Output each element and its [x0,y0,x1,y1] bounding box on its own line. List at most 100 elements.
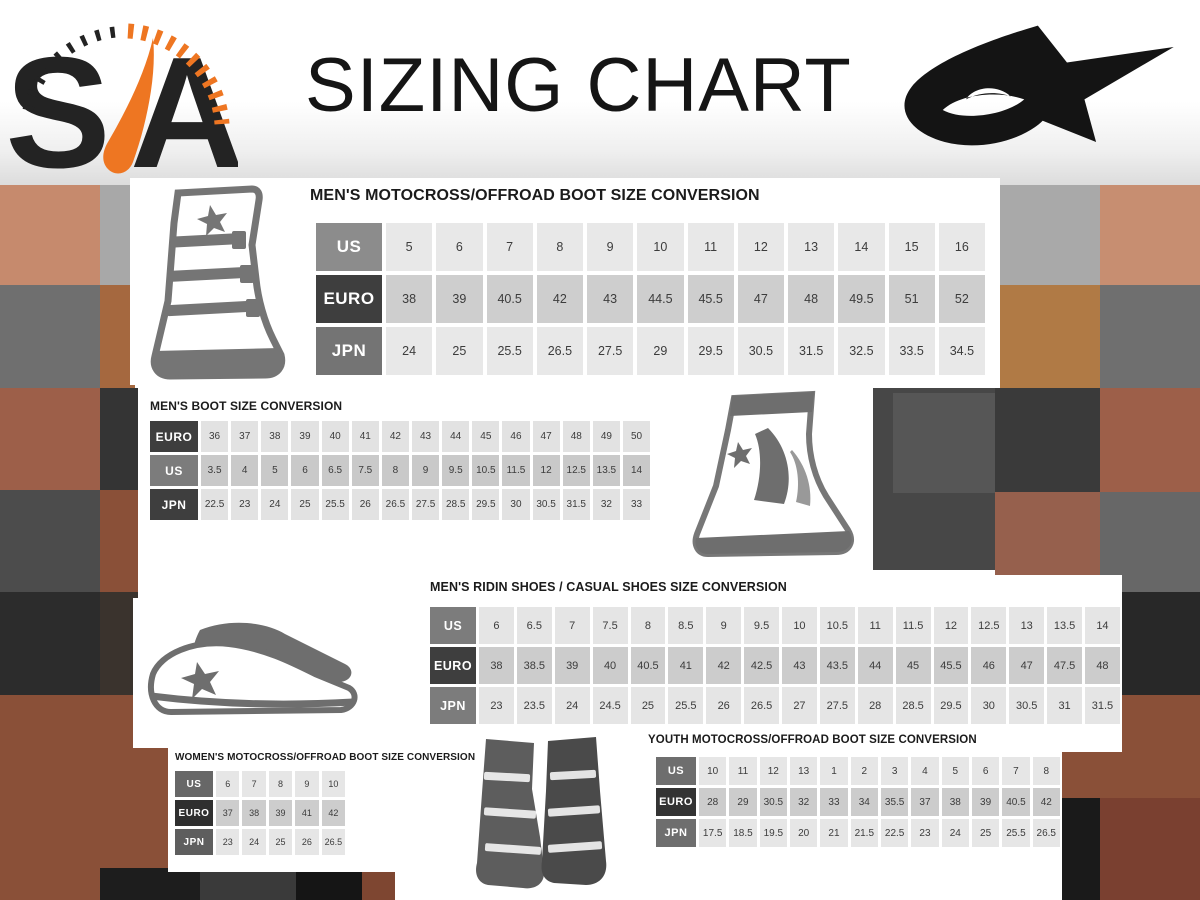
alpinestars-star-logo [904,25,1174,146]
size-cell: 8 [268,771,293,797]
size-cell: 23 [231,489,259,520]
size-cell: 13 [1009,607,1045,644]
row-label-jpn: JPN [316,327,382,375]
size-cell: 9.5 [744,607,779,644]
size-cell: 11 [857,607,893,644]
size-cell: 23 [479,687,514,724]
size-cell: 38.5 [516,647,552,684]
size-table-row-us: US 6 6.5 7 7.5 8 8.5 9 9.5 10 10.5 11 11.5 12 12.5 13 13… [430,607,1120,644]
size-cell: 27.5 [587,327,634,375]
size-cell: 40 [592,647,628,684]
youth-boots-illustration [476,737,607,889]
astar-glyph [904,25,1174,146]
size-cell: 38 [386,275,433,323]
size-cell: 24 [261,489,289,520]
size-cell: 48 [1085,647,1120,684]
size-cell: 5 [261,455,289,486]
row-label-us: US [656,757,696,785]
size-cell: 7 [1002,757,1030,785]
mosaic-tile [1122,592,1200,695]
row-label-jpn: JPN [150,489,198,520]
size-cell: 8 [536,223,583,271]
size-cell: 31.5 [788,327,835,375]
size-cell: 21 [820,819,848,847]
size-cell: 11 [687,223,734,271]
size-cell: 16 [938,223,985,271]
mosaic-tile [100,490,138,592]
size-cell: 23.5 [516,687,552,724]
size-cell: 39 [268,800,293,826]
size-cell: 32 [789,788,818,816]
size-cell: 25.5 [321,489,349,520]
size-cell: 48 [562,421,590,452]
size-cell: 6.5 [321,455,349,486]
size-cell: 6 [216,771,240,797]
row-label-jpn: JPN [175,829,213,855]
size-cell: 32 [592,489,620,520]
size-cell: 40 [321,421,349,452]
size-table-row-us: US 6 7 8 9 10 [175,771,346,797]
mosaic-tile [0,185,100,285]
mosaic-tile [1100,388,1200,492]
size-cell: 43.5 [819,647,855,684]
mosaic-tile [0,388,100,490]
size-cell: 38 [479,647,514,684]
size-cell: 7 [554,607,590,644]
size-cell: 7 [242,771,266,797]
speedometer-needle-icon [103,38,154,174]
size-cell: 26.5 [1032,819,1060,847]
size-cell: 9.5 [442,455,470,486]
size-cell: 26.5 [536,327,583,375]
size-cell: 30.5 [737,327,784,375]
size-cell: 39 [436,275,483,323]
youth-table-title: YOUTH MOTOCROSS/OFFROAD BOOT SIZE CONVER… [648,734,977,746]
row-label-euro: EURO [430,647,476,684]
mosaic-tile [362,868,395,900]
size-cell: 26 [295,829,319,855]
size-cell: 33.5 [888,327,935,375]
size-cell: 10 [699,757,727,785]
size-cell: 32.5 [838,327,885,375]
size-cell: 25 [630,687,666,724]
row-label-us: US [316,223,382,271]
size-cell: 41 [295,800,319,826]
size-cell: 26.5 [381,489,409,520]
size-table-row-jpn: JPN 22.5 23 24 25 25.5 26 26.5 27.5 28.5 29.5 30 30.… [150,489,651,520]
size-cell: 27 [782,687,817,724]
size-cell: 45 [895,647,931,684]
size-cell: 27.5 [819,687,855,724]
size-table-row-us: US 5 6 7 8 9 10 11 12 13 14 15 16 [316,223,985,271]
size-cell: 40.5 [630,647,666,684]
size-cell: 28 [699,788,727,816]
size-cell: 41 [668,647,704,684]
womens-table-title: WOMEN'S MOTOCROSS/OFFROAD BOOT SIZE CONV… [175,752,476,763]
size-cell: 10 [782,607,817,644]
size-cell: 47 [532,421,560,452]
size-cell: 43 [587,275,634,323]
size-cell: 47.5 [1047,647,1082,684]
size-table-row-euro: EURO 36 37 38 39 40 41 42 43 44 45 46 47 48 49 50 [150,421,651,452]
size-cell: 40.5 [486,275,533,323]
size-cell: 47 [737,275,784,323]
mosaic-tile [1000,185,1100,285]
size-cell: 12 [737,223,784,271]
size-cell: 22.5 [201,489,229,520]
size-cell: 39 [971,788,1000,816]
size-table-row-euro: EURO 28 29 30.5 32 33 34 35.5 37 38 39 40.5 42 [656,788,1060,816]
mosaic-tile [1100,798,1200,900]
mosaic-tile [100,388,138,490]
size-cell: 47 [1009,647,1045,684]
mosaic-tile [0,490,100,592]
size-cell: 39 [554,647,590,684]
size-cell: 43 [782,647,817,684]
youth-size-table: US 10 11 12 13 1 2 3 4 5 6 7 8 EURO 28 29 30.5 32 33 34 35.5… [656,757,1060,847]
size-cell: 8 [381,455,409,486]
size-cell: 29 [637,327,684,375]
size-cell: 30 [502,489,530,520]
size-cell: 24 [242,829,266,855]
size-cell: 46 [971,647,1007,684]
header-band [0,0,1200,185]
size-cell: 12.5 [562,455,590,486]
row-label-euro: EURO [656,788,696,816]
